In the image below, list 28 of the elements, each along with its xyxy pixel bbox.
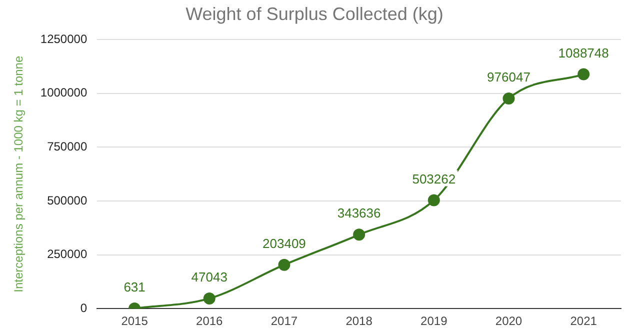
data-label: 203409 — [262, 236, 306, 251]
x-tick-label: 2019 — [420, 314, 448, 328]
point — [278, 258, 290, 271]
data-label: 1088748 — [558, 45, 609, 60]
x-tick-label: 2020 — [495, 314, 522, 328]
point — [203, 292, 216, 304]
y-tick-label: 1000000 — [40, 86, 88, 100]
x-tick-label: 2017 — [270, 314, 298, 328]
y-tick-label: 250000 — [47, 247, 88, 262]
point — [502, 92, 515, 105]
x-tick-label: 2015 — [121, 314, 148, 328]
point — [578, 68, 590, 80]
x-tick-label: 2021 — [570, 314, 598, 328]
y-tick-label: 500000 — [47, 193, 88, 208]
data-label: 343636 — [337, 206, 381, 221]
y-tick-label: 1250000 — [40, 32, 88, 46]
chart-title: Weight of Surplus Collected (kg) — [186, 4, 444, 24]
x-tick-label: 2018 — [346, 314, 373, 328]
y-axis-title: Interceptions per annum - 1000 kg = 1 tonne — [12, 56, 26, 292]
data-label: 503262 — [412, 171, 456, 186]
data-label: 976047 — [487, 70, 530, 85]
y-tick-label: 750000 — [47, 140, 88, 154]
y-tick-label: 0 — [80, 300, 88, 315]
data-label: 47043 — [191, 270, 228, 285]
point — [428, 194, 440, 206]
data-label: 631 — [124, 280, 146, 295]
x-tick-label: 2016 — [196, 314, 224, 328]
point — [353, 228, 366, 241]
